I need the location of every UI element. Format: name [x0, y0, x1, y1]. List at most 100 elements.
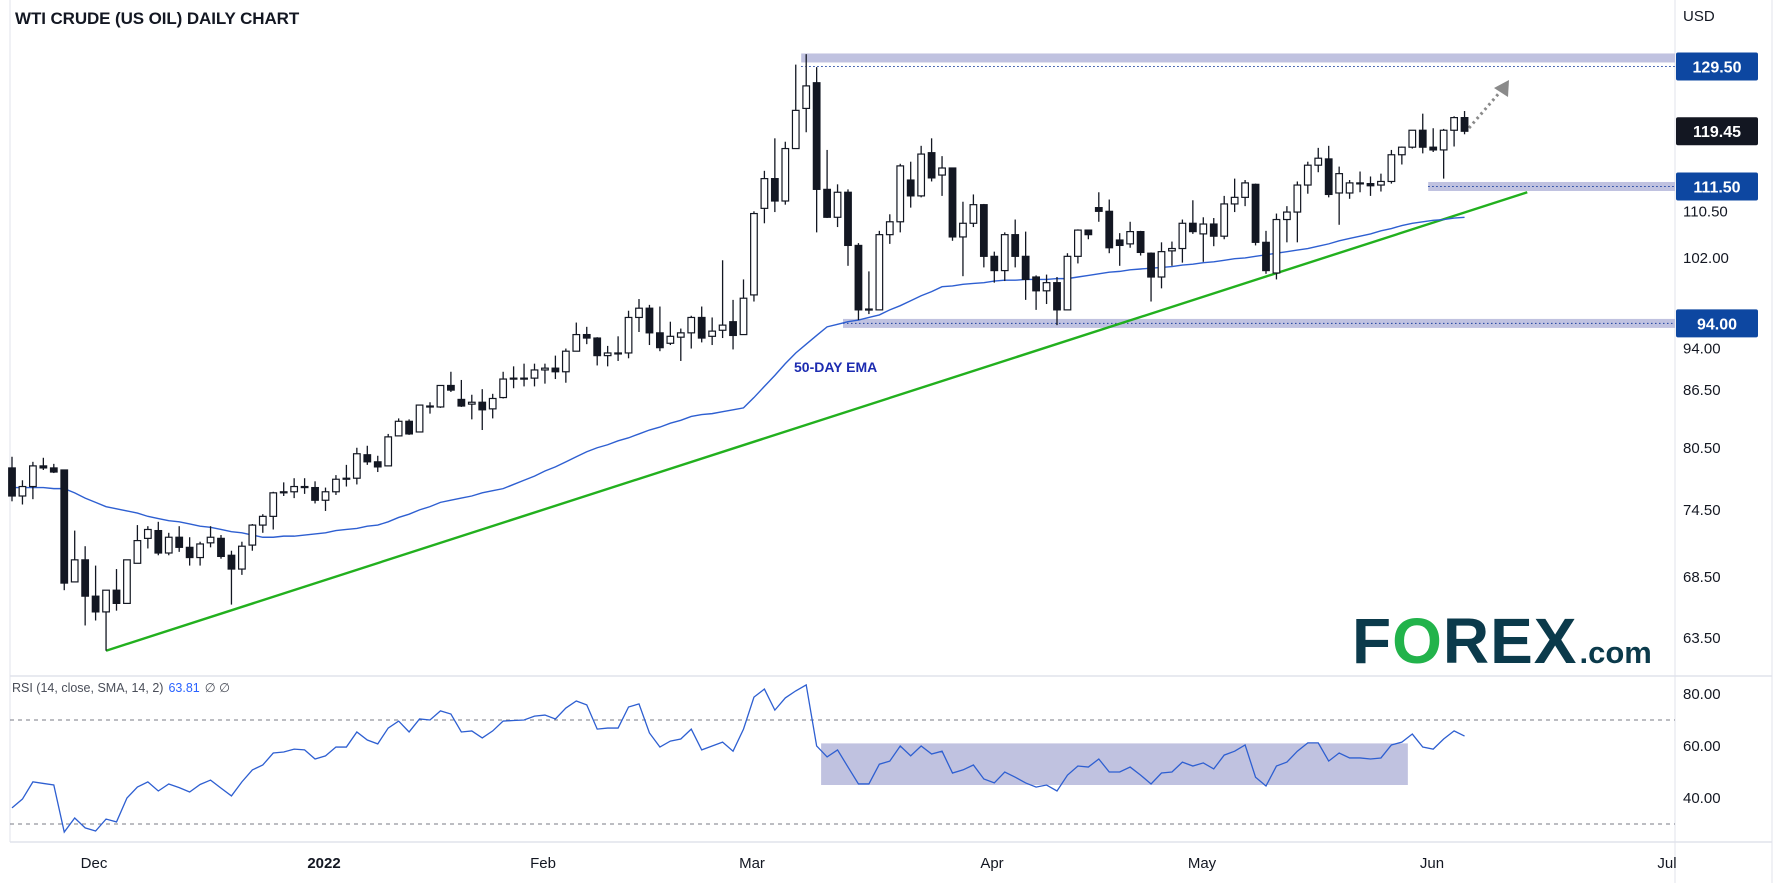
candle-bearish [979, 203, 988, 268]
trendline-layer [105, 80, 1528, 652]
ema-label: 50-DAY EMA [794, 359, 878, 375]
candle-body [1241, 182, 1250, 198]
candle-bearish [509, 366, 518, 389]
candle-body [875, 234, 884, 311]
candle-bullish [352, 447, 361, 485]
candle-bullish [1450, 116, 1459, 147]
candle-body [520, 377, 528, 380]
candle-bullish [290, 478, 299, 499]
price-badge-label: 94.00 [1697, 316, 1737, 333]
candle-body [426, 405, 434, 408]
candle-bullish [791, 64, 800, 150]
candle-bearish [175, 526, 184, 552]
candle-bullish [384, 433, 393, 467]
candle-body [258, 515, 267, 526]
candle-body [1094, 207, 1103, 212]
candle-bearish [1429, 128, 1438, 152]
candle-bearish [1366, 176, 1375, 196]
candle-bullish [1397, 146, 1406, 165]
candle-body [279, 491, 288, 494]
candle-bearish [457, 379, 466, 407]
candle-bearish [551, 355, 560, 380]
rsi-params: RSI (14, close, SMA, 14, 2) [12, 681, 164, 695]
candle-body [645, 307, 654, 334]
candle-body [478, 401, 487, 411]
candle-bullish [1439, 128, 1448, 179]
candle-body [436, 384, 445, 408]
logo-letter: X [1533, 605, 1578, 677]
candle-bullish [541, 363, 549, 384]
candle-bullish [635, 299, 643, 332]
candle-bullish [1377, 173, 1385, 192]
candle-body [1157, 251, 1166, 278]
logo-suffix: .com [1579, 635, 1652, 670]
candle-body [812, 82, 821, 190]
candle-body [1147, 252, 1155, 278]
candle-body [927, 152, 936, 179]
candle-body [1282, 211, 1291, 221]
time-tick-label: 2022 [307, 855, 340, 872]
candle-bullish [1282, 206, 1291, 243]
candle-bullish [750, 211, 758, 302]
candle-body [959, 222, 967, 238]
logo-letter: F [1352, 605, 1393, 677]
price-tick-label: 86.50 [1683, 382, 1721, 399]
candle-body [823, 188, 831, 218]
candle-bullish [1073, 229, 1082, 264]
candle-body [102, 589, 110, 613]
candle-body [655, 332, 664, 349]
candle-bullish [781, 141, 790, 205]
level-price-badge: 111.50 [1676, 172, 1758, 201]
candle-body [363, 454, 372, 463]
candle-body [39, 465, 48, 469]
candle-body [1021, 255, 1030, 281]
candle-body [18, 485, 27, 497]
candle-bullish [206, 526, 215, 548]
candle-body [154, 529, 163, 554]
currency-label: USD [1683, 8, 1715, 25]
candle-body [373, 461, 382, 468]
candle-bullish [561, 348, 570, 383]
candle-bullish [258, 514, 267, 533]
candle-bullish [718, 260, 727, 339]
candle-bullish [1408, 129, 1417, 149]
candle-body [405, 420, 413, 435]
candle-body [917, 153, 926, 197]
candle-bullish [969, 194, 978, 228]
candle-bullish [248, 523, 257, 551]
projection-arrowhead-icon [1494, 80, 1509, 97]
candle-bearish [1324, 145, 1333, 198]
candle-body [614, 352, 622, 355]
candle-bullish [1241, 180, 1250, 207]
trendline [105, 191, 1528, 652]
candle-bullish [833, 184, 842, 228]
candle-body [541, 367, 549, 371]
candle-body [1345, 182, 1354, 194]
candle-body [885, 221, 894, 236]
logo-letter: E [1490, 605, 1534, 677]
candle-body [196, 543, 205, 559]
candle-bearish [60, 469, 69, 591]
candle-body [1366, 183, 1375, 187]
candle-body [60, 469, 69, 584]
candle-bearish [1188, 200, 1197, 234]
candle-body [844, 191, 852, 247]
candle-bullish [959, 201, 967, 277]
candle-body [1126, 231, 1135, 245]
price-badge-bg [1676, 309, 1758, 338]
candle-body [854, 244, 863, 311]
candle-body [979, 204, 988, 257]
candle-bullish [1000, 232, 1009, 282]
candle-body [185, 546, 194, 559]
candle-bearish [697, 306, 706, 343]
candle-bearish [1418, 113, 1427, 154]
rsi-value: 63.81 [168, 681, 200, 695]
candle-bullish [321, 487, 330, 511]
candle-body [1429, 146, 1438, 151]
candle-bearish [373, 455, 382, 473]
candle-bullish [760, 170, 769, 224]
candle-body [635, 307, 643, 319]
candle-bullish [1157, 242, 1166, 289]
candle-bullish [1063, 253, 1072, 311]
